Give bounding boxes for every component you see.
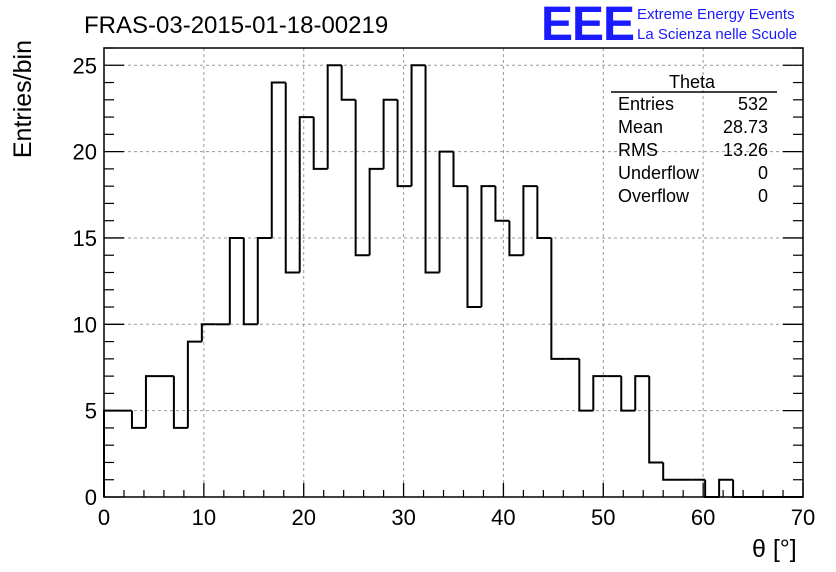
stats-value-mean: 28.73	[723, 117, 768, 137]
y-tick-label: 20	[73, 140, 97, 165]
histogram-bin	[326, 64, 342, 169]
x-tick-label: 70	[791, 505, 815, 530]
histogram-bin	[228, 236, 244, 325]
stats-value-underflow: 0	[758, 163, 768, 183]
histogram-bin	[634, 375, 650, 411]
histogram-bin	[662, 462, 678, 481]
histogram-bin	[368, 167, 384, 256]
y-axis-title: Entries/bin	[9, 40, 37, 158]
stats-label-rms: RMS	[618, 140, 658, 160]
y-tick-label: 15	[73, 226, 97, 251]
histogram-bin	[103, 409, 118, 497]
histogram-bin	[130, 410, 146, 429]
histogram-bin	[592, 375, 608, 411]
eee-logo-mark: EEE	[541, 0, 634, 51]
histogram-bin	[466, 186, 482, 309]
histogram-bin	[424, 65, 440, 274]
x-tick-label: 10	[192, 505, 216, 530]
histogram-bin	[340, 65, 356, 101]
stats-box: Theta Entries 532 Mean 28.73 RMS 13.26 U…	[611, 72, 777, 206]
histogram-bin	[312, 117, 328, 170]
histogram-bin	[704, 479, 720, 498]
histogram-bin	[648, 376, 664, 464]
histogram-bin	[732, 479, 748, 498]
histogram-bin	[410, 64, 426, 187]
histogram-bin	[242, 237, 258, 326]
eee-logo-line2: La Scienza nelle Scuole	[637, 26, 797, 43]
y-tick-label: 10	[73, 312, 97, 337]
stats-label-underflow: Underflow	[618, 163, 700, 183]
eee-logo-line1: Extreme Energy Events	[637, 6, 795, 23]
histogram-bin	[186, 340, 202, 428]
grid-layer	[104, 48, 803, 497]
histogram-bin	[172, 376, 188, 429]
x-tick-label: 60	[691, 505, 715, 530]
histogram-bin	[144, 375, 160, 428]
histogram-bin	[508, 220, 524, 257]
histogram-bin	[256, 236, 272, 325]
stats-title: Theta	[669, 72, 716, 92]
stats-label-mean: Mean	[618, 117, 663, 137]
stats-value-entries: 532	[738, 94, 768, 114]
stats-label-entries: Entries	[618, 94, 674, 114]
stats-value-overflow: 0	[758, 186, 768, 206]
histogram-bin	[438, 150, 454, 273]
stats-label-overflow: Overflow	[618, 186, 690, 206]
x-tick-label: 40	[491, 505, 515, 530]
histogram-bin	[522, 185, 538, 256]
tick-labels-layer: 0 10 20 30 40 50 60 70 0 5 10 15 20 25	[73, 53, 816, 530]
histogram-bin	[550, 237, 566, 360]
ticks-layer	[103, 47, 804, 498]
histogram-bin	[578, 358, 594, 412]
histogram-bin	[480, 185, 496, 308]
y-tick-label: 5	[85, 399, 97, 424]
histogram-bin	[354, 99, 370, 257]
plot-frame	[103, 47, 804, 498]
histogram-bin	[200, 323, 216, 342]
stats-value-rms: 13.26	[723, 140, 768, 160]
histogram-bin	[396, 99, 412, 188]
histogram-layer	[103, 64, 803, 498]
histogram-bin	[718, 478, 734, 497]
x-tick-label: 50	[591, 505, 615, 530]
eee-logo: EEE Extreme Energy Events La Scienza nel…	[541, 0, 797, 51]
x-tick-label: 0	[98, 505, 110, 530]
histogram-bin	[270, 81, 286, 238]
chart-title: FRAS-03-2015-01-18-00219	[84, 12, 388, 39]
x-tick-label: 30	[391, 505, 415, 530]
histogram-bin	[620, 376, 636, 412]
y-tick-label: 0	[85, 485, 97, 510]
histogram-bin	[382, 98, 398, 169]
histogram-bin	[536, 186, 552, 239]
histogram-bin	[298, 116, 314, 273]
histogram-bin	[452, 151, 468, 188]
x-tick-label: 20	[291, 505, 315, 530]
histogram-bin	[284, 82, 300, 274]
y-tick-label: 25	[73, 53, 97, 78]
x-axis-title: θ [°]	[752, 535, 797, 563]
histogram-bin	[494, 186, 510, 222]
